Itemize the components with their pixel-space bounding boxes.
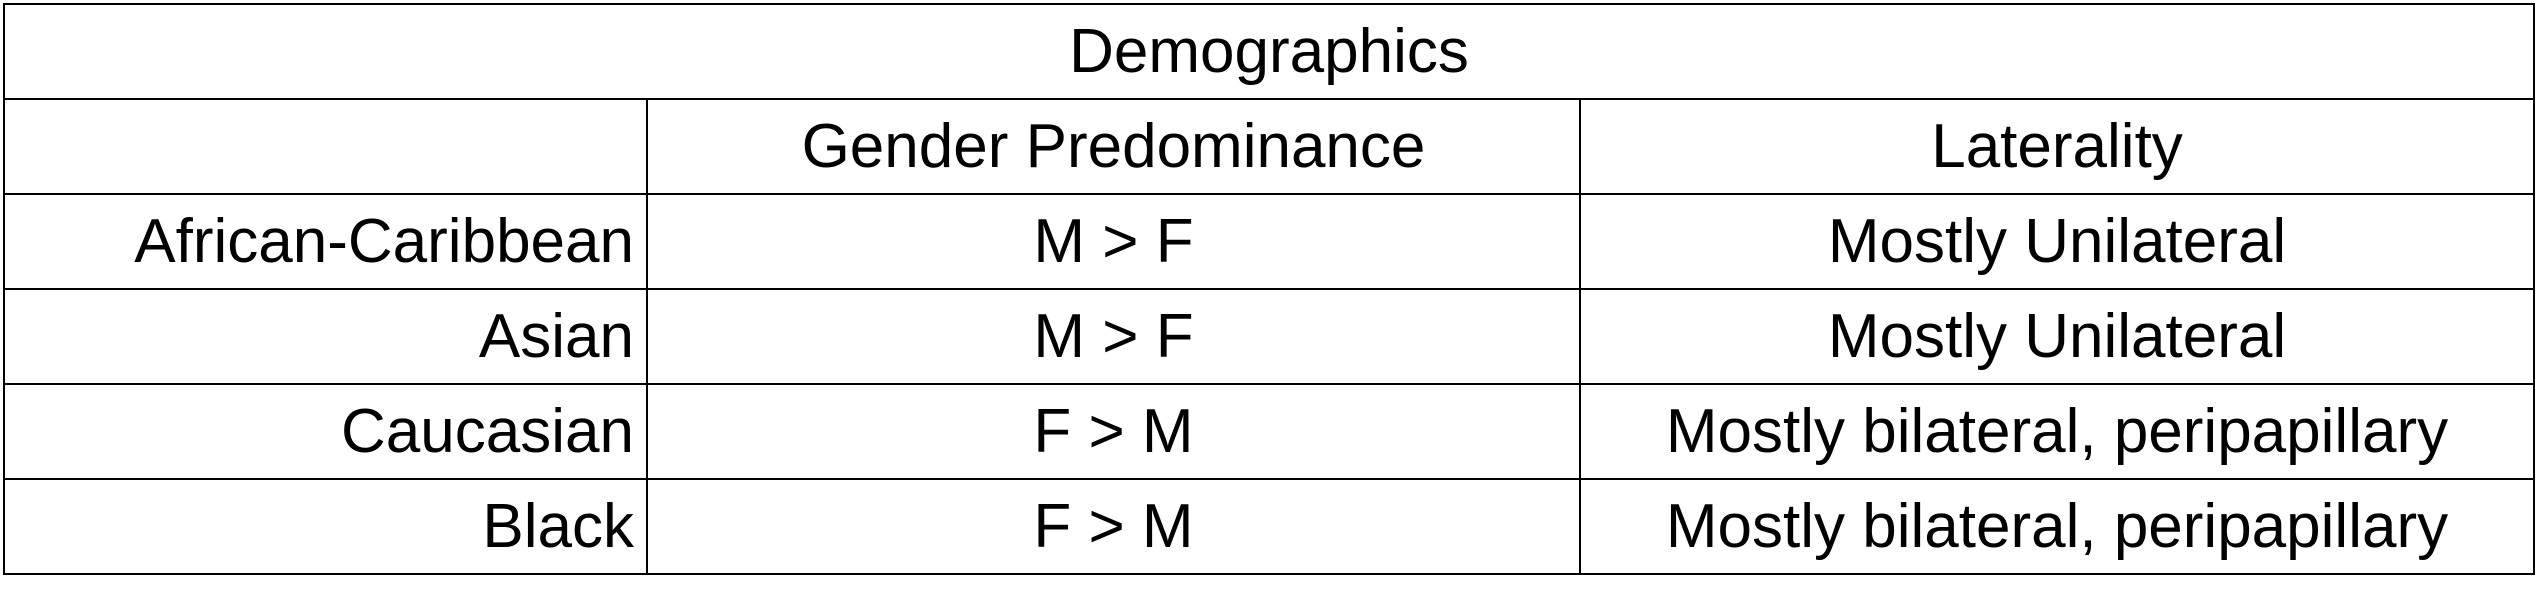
gender-cell: M > F — [646, 288, 1581, 385]
table-row: African-Caribbean M > F Mostly Unilatera… — [3, 193, 2536, 290]
gender-cell: F > M — [646, 478, 1581, 575]
row-group-label: African-Caribbean — [3, 193, 648, 290]
laterality-cell: Mostly bilateral, peripapillary — [1578, 478, 2536, 575]
gender-cell: F > M — [646, 383, 1581, 480]
row-group-label: Black — [3, 478, 648, 575]
gender-cell: M > F — [646, 193, 1581, 290]
header-gender-predominance: Gender Predominance — [646, 98, 1581, 195]
table-row: Black F > M Mostly bilateral, peripapill… — [3, 478, 2536, 575]
table-title: Demographics — [2, 3, 2536, 100]
laterality-cell: Mostly bilateral, peripapillary — [1578, 383, 2536, 480]
demographics-table: Demographics Gender Predominance Lateral… — [2, 3, 2536, 575]
demographics-table-container: Demographics Gender Predominance Lateral… — [2, 3, 2536, 575]
row-group-label: Caucasian — [3, 383, 648, 480]
header-empty-cell — [3, 98, 648, 195]
row-group-label: Asian — [3, 288, 648, 385]
table-row: Caucasian F > M Mostly bilateral, peripa… — [3, 383, 2536, 480]
table-header-row: Gender Predominance Laterality — [3, 98, 2536, 195]
header-laterality: Laterality — [1578, 98, 2536, 195]
laterality-cell: Mostly Unilateral — [1578, 288, 2536, 385]
table-title-row: Demographics — [2, 3, 2536, 100]
table-row: Asian M > F Mostly Unilateral — [3, 288, 2536, 385]
laterality-cell: Mostly Unilateral — [1578, 193, 2536, 290]
